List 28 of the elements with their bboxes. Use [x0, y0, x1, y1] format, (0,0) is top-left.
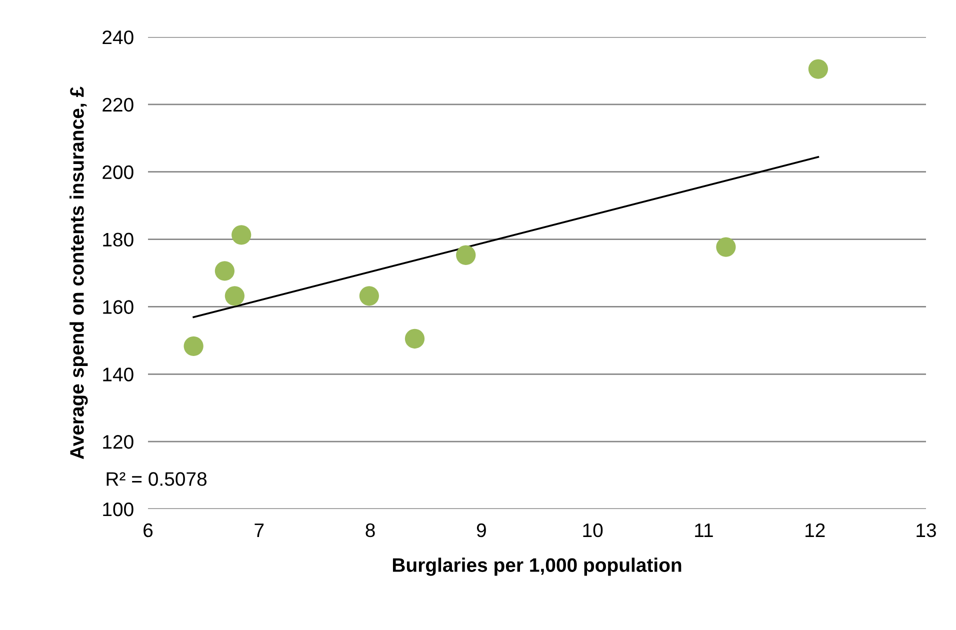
x-tick-label: 6 [144, 523, 153, 538]
point [214, 261, 235, 281]
x-tick-label: 7 [254, 524, 264, 537]
point [456, 245, 476, 265]
x-tick-label: 13 [916, 523, 936, 538]
x-axis-title: Burglaries per 1,000 population [392, 558, 682, 576]
x-tick-label: 9 [476, 523, 486, 538]
x-tick-label: 10 [583, 523, 603, 538]
point [184, 336, 204, 356]
y-tick-label: 120 [103, 435, 134, 449]
y-axis-title: Average spend on contents insurance, £ [70, 86, 88, 460]
point [359, 286, 379, 306]
x-tick-label: 12 [806, 523, 825, 537]
annotation: R² = 0.5078 [106, 472, 207, 486]
point [716, 237, 736, 257]
x-tick-label: 11 [695, 524, 713, 537]
y-tick-label: 140 [103, 368, 134, 382]
y-tick-label: 240 [102, 30, 134, 44]
y-tick-label: 100 [103, 502, 134, 516]
point [232, 225, 252, 245]
y-tick-label: 160 [103, 300, 134, 314]
y-tick-label: 200 [102, 165, 134, 180]
y-tick-label: 180 [103, 232, 134, 247]
point [808, 59, 828, 79]
x-tick-label: 8 [366, 523, 375, 538]
y-tick-label: 220 [102, 98, 134, 112]
point [404, 328, 425, 349]
point [224, 286, 245, 306]
